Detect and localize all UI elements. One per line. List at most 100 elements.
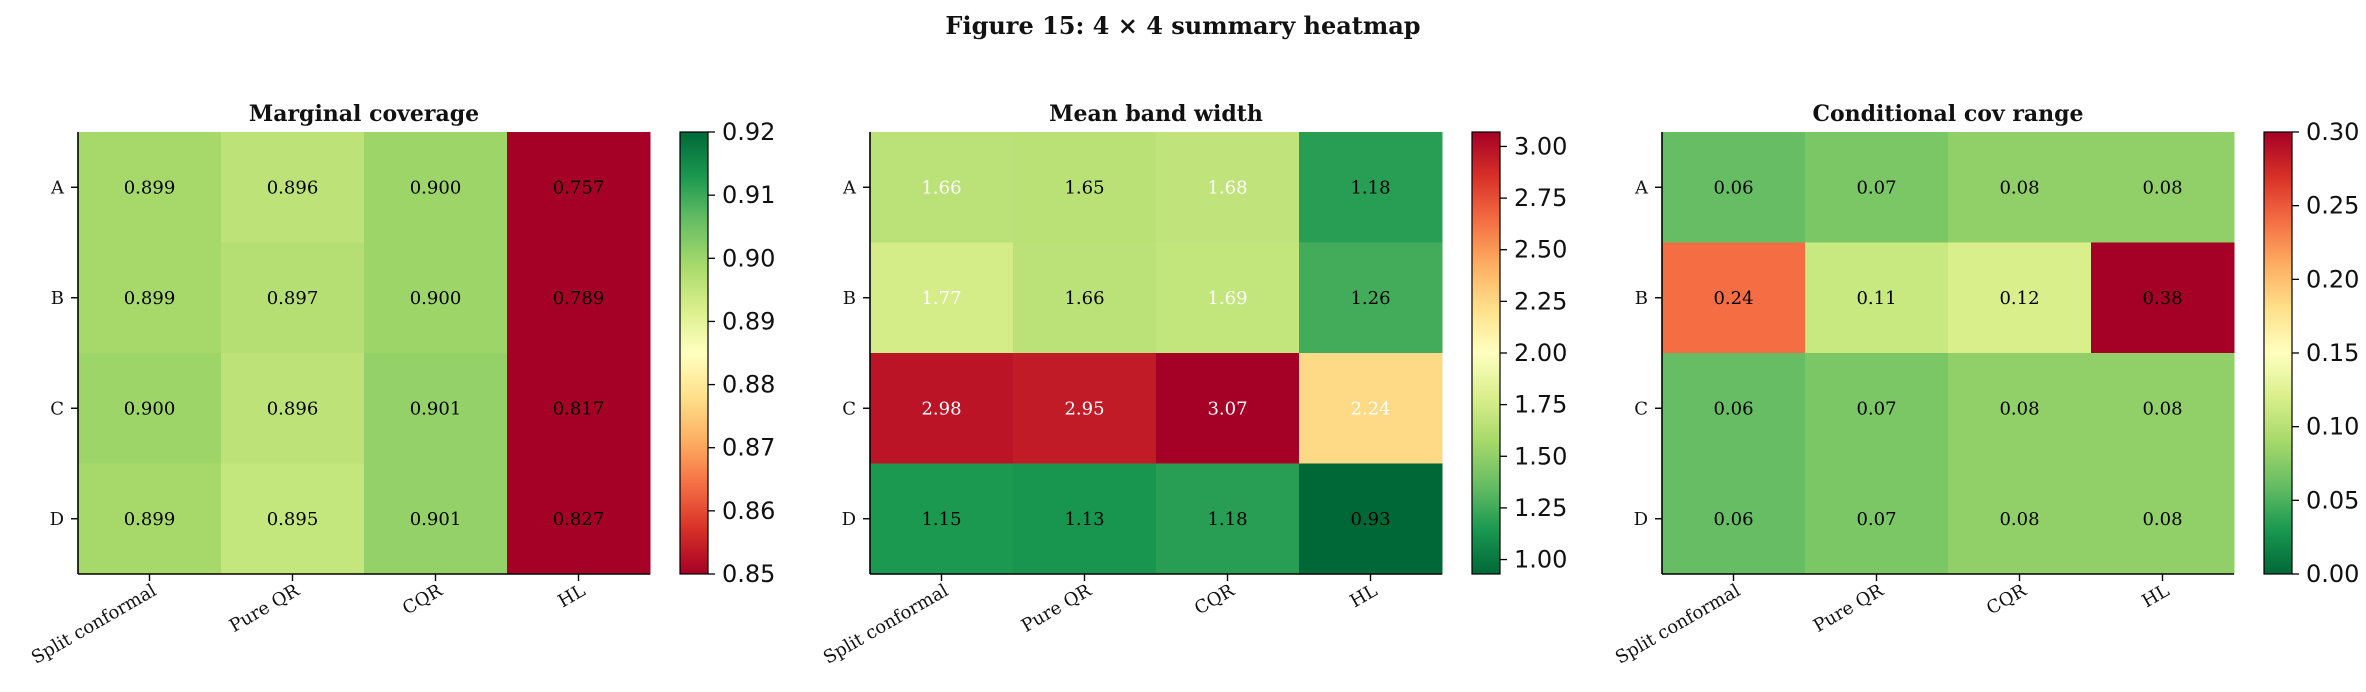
cell-value-label: 1.69 bbox=[1207, 288, 1247, 309]
x-tick-label: CQR bbox=[399, 580, 446, 619]
heatmap-cell bbox=[1013, 242, 1157, 354]
heatmap-cell bbox=[1156, 132, 1300, 243]
x-tick-label: Pure QR bbox=[1810, 580, 1888, 637]
colorbar-tick-label: 0.10 bbox=[2306, 413, 2359, 441]
panel-title: Marginal coverage bbox=[249, 101, 479, 127]
cell-value-label: 0.06 bbox=[1713, 177, 1753, 198]
cell-value-label: 1.18 bbox=[1207, 509, 1247, 530]
heatmap-cell bbox=[1805, 132, 1949, 243]
cell-value-label: 1.65 bbox=[1064, 177, 1104, 198]
y-tick-label: D bbox=[1634, 509, 1648, 530]
cell-value-label: 0.895 bbox=[267, 509, 319, 530]
heatmap-cell bbox=[78, 463, 222, 575]
x-tick-label: Pure QR bbox=[226, 580, 304, 637]
colorbar-tick-label: 2.75 bbox=[1514, 184, 1567, 212]
colorbar bbox=[1471, 131, 1501, 575]
heatmap-cell bbox=[221, 463, 365, 575]
cell-value-label: 0.07 bbox=[1856, 509, 1896, 530]
colorbar-tick-label: 0.86 bbox=[722, 497, 775, 525]
heatmap-cell bbox=[1156, 463, 1300, 575]
cell-value-label: 0.901 bbox=[410, 509, 462, 530]
heatmap-cell bbox=[1013, 132, 1157, 243]
heatmap-cell bbox=[1805, 353, 1949, 464]
heatmap-cell bbox=[870, 132, 1014, 243]
cell-value-label: 0.789 bbox=[553, 288, 605, 309]
heatmap-cell bbox=[1156, 242, 1300, 354]
cell-value-label: 0.06 bbox=[1713, 398, 1753, 419]
heatmap-cell bbox=[507, 353, 651, 464]
cell-value-label: 0.899 bbox=[124, 288, 176, 309]
heatmap-cell bbox=[2091, 242, 2235, 354]
y-tick-label: A bbox=[1634, 177, 1649, 198]
colorbar-tick-label: 2.25 bbox=[1514, 287, 1567, 315]
heatmap-cell bbox=[1948, 132, 2092, 243]
cell-value-label: 2.95 bbox=[1064, 398, 1104, 419]
y-tick-label: C bbox=[842, 398, 856, 419]
panel-title: Mean band width bbox=[1049, 101, 1263, 127]
cell-value-label: 0.06 bbox=[1713, 509, 1753, 530]
cell-value-label: 1.68 bbox=[1207, 177, 1247, 198]
cell-value-label: 0.08 bbox=[1999, 177, 2039, 198]
cell-value-label: 0.899 bbox=[124, 177, 176, 198]
colorbar-tick-label: 0.90 bbox=[722, 244, 775, 272]
colorbar-tick-label: 0.88 bbox=[722, 371, 775, 399]
cell-value-label: 0.899 bbox=[124, 509, 176, 530]
x-tick-label: HL bbox=[1347, 580, 1381, 612]
y-tick-label: B bbox=[843, 288, 856, 309]
cell-value-label: 0.817 bbox=[553, 398, 605, 419]
cell-value-label: 1.13 bbox=[1064, 509, 1104, 530]
x-tick-label: HL bbox=[555, 580, 589, 612]
heatmap-panel-3: Conditional cov range 0.06 0.07 0.08 0.08 0.2… bbox=[1612, 101, 2360, 669]
cell-value-label: 0.757 bbox=[553, 177, 605, 198]
cell-value-label: 0.897 bbox=[267, 288, 319, 309]
cell-value-label: 0.11 bbox=[1856, 288, 1896, 309]
cell-value-label: 0.07 bbox=[1856, 177, 1896, 198]
y-tick-label: B bbox=[1635, 288, 1648, 309]
cell-value-label: 0.08 bbox=[1999, 398, 2039, 419]
y-tick-label: C bbox=[1634, 398, 1648, 419]
colorbar-tick-label: 0.20 bbox=[2306, 265, 2359, 293]
heatmap-cell bbox=[1805, 463, 1949, 575]
heatmap-panel-2: Mean band width 1.66 1.65 1.68 1.18 1.77 1.66 1… bbox=[820, 101, 1568, 669]
y-tick-label: A bbox=[842, 177, 857, 198]
colorbar-tick-label: 2.00 bbox=[1514, 339, 1567, 367]
heatmap-cell bbox=[870, 242, 1014, 354]
colorbar bbox=[679, 131, 709, 575]
colorbar-tick-label: 0.87 bbox=[722, 434, 775, 462]
cell-value-label: 1.15 bbox=[921, 509, 961, 530]
y-tick-label: C bbox=[50, 398, 64, 419]
y-tick-label: D bbox=[50, 509, 64, 530]
panel-title: Conditional cov range bbox=[1812, 101, 2083, 127]
cell-value-label: 0.07 bbox=[1856, 398, 1896, 419]
x-tick-label: Split conformal bbox=[820, 580, 952, 669]
heatmap-cell bbox=[221, 353, 365, 464]
cell-value-label: 0.900 bbox=[124, 398, 176, 419]
heatmap-cell bbox=[364, 132, 508, 243]
heatmap-cell bbox=[364, 242, 508, 354]
colorbar-tick-label: 0.85 bbox=[722, 560, 775, 588]
y-tick-label: B bbox=[51, 288, 64, 309]
heatmap-cell bbox=[1805, 242, 1949, 354]
heatmap-cell bbox=[1299, 242, 1443, 354]
heatmap-cell bbox=[1013, 353, 1157, 464]
cell-value-label: 1.26 bbox=[1350, 288, 1390, 309]
cell-value-label: 0.12 bbox=[1999, 288, 2039, 309]
colorbar-tick-label: 1.00 bbox=[1514, 546, 1567, 574]
x-tick-label: Split conformal bbox=[1612, 580, 1744, 669]
heatmap-cell bbox=[78, 132, 222, 243]
heatmap-cell bbox=[1013, 463, 1157, 575]
cell-value-label: 2.98 bbox=[921, 398, 961, 419]
cell-value-label: 0.38 bbox=[2142, 288, 2182, 309]
heatmap-cell bbox=[1299, 132, 1443, 243]
colorbar-tick-label: 1.50 bbox=[1514, 442, 1567, 470]
heatmap-cell bbox=[1299, 463, 1443, 575]
heatmap-cell bbox=[870, 463, 1014, 575]
cell-value-label: 0.93 bbox=[1350, 509, 1390, 530]
cell-value-label: 1.18 bbox=[1350, 177, 1390, 198]
heatmap-cell bbox=[1948, 463, 2092, 575]
colorbar-tick-label: 0.05 bbox=[2306, 486, 2359, 514]
heatmap-cell bbox=[1156, 353, 1300, 464]
colorbar-tick-label: 3.00 bbox=[1514, 132, 1567, 160]
cell-value-label: 0.24 bbox=[1713, 288, 1753, 309]
x-tick-label: CQR bbox=[1191, 580, 1238, 619]
